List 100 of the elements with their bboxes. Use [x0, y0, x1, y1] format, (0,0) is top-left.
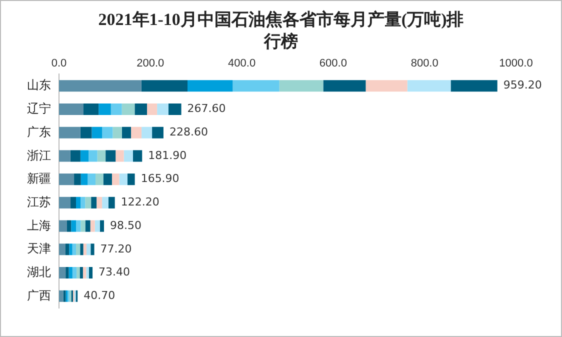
bar: [91, 196, 97, 208]
bar: [96, 196, 102, 208]
bar: [71, 220, 76, 232]
bar: [142, 126, 152, 138]
x-tick-label: 1000.0: [499, 58, 533, 70]
bar: [88, 174, 96, 186]
bar: [407, 80, 451, 92]
bar: [88, 150, 98, 162]
bar: [85, 196, 92, 208]
bar: [59, 150, 70, 162]
bar: [76, 244, 80, 256]
bar: [68, 266, 72, 279]
bar: [76, 196, 81, 208]
bar: [119, 174, 128, 186]
bar: [134, 103, 148, 116]
bar: [188, 80, 233, 92]
bar: [152, 126, 164, 138]
bar: [80, 266, 83, 279]
total-label: 959.20: [503, 78, 542, 92]
total-label: 228.60: [169, 125, 208, 138]
bar: [96, 174, 104, 186]
total-label: 181.90: [148, 148, 187, 162]
bar: [85, 220, 90, 232]
bar: [90, 220, 95, 232]
bar: [83, 103, 99, 116]
bar: [83, 244, 87, 256]
bar: [76, 220, 81, 232]
bar: [131, 126, 142, 138]
bar: [72, 266, 77, 279]
bar: [59, 290, 64, 302]
bar: [122, 126, 132, 138]
bar: [86, 266, 89, 279]
y-tick-label: 江苏: [27, 194, 51, 209]
y-tick-label: 广东: [27, 124, 51, 139]
total-label: 165.90: [140, 172, 180, 186]
x-tick-label: 600.0: [319, 58, 347, 70]
bar: [59, 80, 142, 92]
total-label: 77.20: [100, 242, 132, 256]
bar: [102, 126, 113, 138]
bar: [323, 80, 366, 92]
x-tick-label: 200.0: [136, 58, 164, 70]
bar: [112, 174, 120, 186]
y-tick-label: 天津: [27, 242, 51, 256]
bar: [69, 244, 72, 256]
total-label: 267.60: [187, 102, 226, 116]
bar: [80, 220, 86, 232]
total-label: 40.70: [84, 288, 116, 302]
bar: [74, 174, 81, 186]
bar: [59, 220, 67, 232]
bar: [66, 266, 69, 279]
bar: [59, 103, 84, 116]
total-label: 122.20: [120, 196, 160, 209]
y-tick-label: 广西: [27, 288, 51, 302]
x-tick-label: 0.0: [51, 58, 67, 70]
bar: [59, 244, 66, 256]
x-tick-label: 800.0: [410, 58, 438, 70]
y-tick-label: 湖北: [27, 265, 51, 280]
y-tick-label: 新疆: [27, 172, 51, 186]
bar: [88, 266, 93, 279]
bar: [147, 103, 158, 116]
bar: [279, 80, 324, 92]
bar: [86, 244, 91, 256]
bar: [59, 126, 80, 138]
bar: [59, 266, 66, 279]
bar: [108, 196, 115, 208]
bar: [98, 103, 111, 116]
bar: [92, 126, 102, 138]
bar: [102, 196, 108, 208]
bar: [82, 266, 86, 279]
total-label: 73.40: [98, 266, 130, 279]
bar: [80, 244, 84, 256]
bar: [450, 80, 498, 92]
total-label: 98.50: [110, 218, 142, 232]
bar: [70, 196, 76, 208]
bar: [97, 150, 106, 162]
x-tick-label: 400.0: [228, 58, 256, 70]
bar: [366, 80, 408, 92]
bar: [128, 174, 135, 186]
bar: [100, 220, 104, 232]
y-tick-label: 山东: [27, 78, 51, 92]
bar: [76, 266, 80, 279]
bar: [65, 244, 70, 256]
bar: [59, 196, 71, 208]
bar: [106, 150, 116, 162]
bar: [94, 220, 100, 232]
bar: [110, 103, 122, 116]
bar: [90, 244, 94, 256]
bar: [141, 80, 188, 92]
y-tick-label: 上海: [27, 218, 51, 232]
bar: [157, 103, 168, 116]
y-tick-label: 浙江: [27, 148, 51, 162]
y-tick-label: 辽宁: [27, 102, 51, 116]
bar: [59, 174, 74, 186]
bar: [80, 126, 92, 138]
bar: [112, 126, 122, 138]
bar: [67, 220, 72, 232]
bar: [103, 174, 112, 186]
bar: [132, 150, 142, 162]
bar: [80, 196, 86, 208]
bar: [232, 80, 280, 92]
